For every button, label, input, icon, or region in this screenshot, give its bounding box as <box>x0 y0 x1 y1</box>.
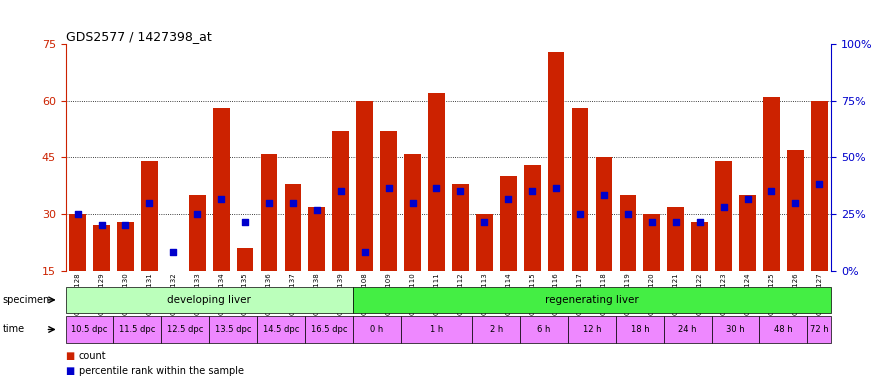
Bar <box>284 184 301 271</box>
Point <box>310 207 324 214</box>
Text: 16.5 dpc: 16.5 dpc <box>311 325 347 334</box>
Bar <box>643 214 660 271</box>
Point <box>333 189 347 195</box>
Bar <box>237 248 254 271</box>
Bar <box>787 150 804 271</box>
Text: developing liver: developing liver <box>167 295 251 305</box>
Bar <box>476 214 493 271</box>
Point <box>550 185 564 191</box>
Point <box>597 192 611 198</box>
Point <box>214 196 228 202</box>
Bar <box>524 165 541 271</box>
Bar <box>811 101 828 271</box>
Point <box>525 189 539 195</box>
Text: 11.5 dpc: 11.5 dpc <box>119 325 156 334</box>
Point <box>358 249 372 255</box>
Text: 6 h: 6 h <box>537 325 551 334</box>
Bar <box>93 225 110 271</box>
Bar <box>356 101 373 271</box>
Point <box>740 196 754 202</box>
Text: 1 h: 1 h <box>430 325 443 334</box>
Bar <box>452 184 469 271</box>
Bar <box>69 214 86 271</box>
Point <box>765 189 779 195</box>
Point <box>94 222 108 228</box>
Text: 30 h: 30 h <box>726 325 745 334</box>
Bar <box>500 176 516 271</box>
Bar <box>428 93 444 271</box>
Point <box>286 200 300 206</box>
Bar <box>715 161 732 271</box>
Text: count: count <box>79 351 107 361</box>
Text: regenerating liver: regenerating liver <box>545 295 639 305</box>
Point <box>621 211 635 217</box>
Point <box>262 200 276 206</box>
Text: percentile rank within the sample: percentile rank within the sample <box>79 366 244 376</box>
Bar <box>189 195 206 271</box>
Text: specimen: specimen <box>3 295 50 305</box>
Point <box>382 185 396 191</box>
Bar <box>668 207 684 271</box>
Point <box>788 200 802 206</box>
Point <box>238 218 252 225</box>
Text: 2 h: 2 h <box>490 325 503 334</box>
Bar <box>404 154 421 271</box>
Bar <box>691 222 708 271</box>
Text: 12.5 dpc: 12.5 dpc <box>167 325 204 334</box>
Text: 18 h: 18 h <box>631 325 649 334</box>
Text: time: time <box>3 324 24 334</box>
Text: 48 h: 48 h <box>774 325 793 334</box>
Point <box>118 222 132 228</box>
Text: 14.5 dpc: 14.5 dpc <box>262 325 299 334</box>
Text: 10.5 dpc: 10.5 dpc <box>72 325 108 334</box>
Text: 0 h: 0 h <box>370 325 383 334</box>
Point <box>166 249 180 255</box>
Bar <box>332 131 349 271</box>
Bar <box>548 52 564 271</box>
Text: ■: ■ <box>66 351 75 361</box>
Point <box>693 218 707 225</box>
Text: 24 h: 24 h <box>678 325 697 334</box>
Bar <box>309 207 326 271</box>
Point <box>573 211 587 217</box>
Point <box>71 211 85 217</box>
Point <box>405 200 419 206</box>
Point <box>430 185 444 191</box>
Point <box>717 204 731 210</box>
Bar <box>763 97 780 271</box>
Bar <box>261 154 277 271</box>
Text: 13.5 dpc: 13.5 dpc <box>215 325 251 334</box>
Bar <box>620 195 636 271</box>
Point <box>143 200 157 206</box>
Text: 72 h: 72 h <box>810 325 829 334</box>
Point <box>501 196 515 202</box>
Point <box>190 211 204 217</box>
Bar <box>571 108 588 271</box>
Bar <box>117 222 134 271</box>
Bar <box>213 108 229 271</box>
Point <box>812 181 826 187</box>
Point <box>478 218 492 225</box>
Bar <box>381 131 397 271</box>
Text: 12 h: 12 h <box>583 325 601 334</box>
Point <box>645 218 659 225</box>
Point <box>668 218 682 225</box>
Point <box>453 189 467 195</box>
Text: ■: ■ <box>66 366 75 376</box>
Bar <box>596 157 612 271</box>
Bar <box>739 195 756 271</box>
Bar <box>141 161 158 271</box>
Text: GDS2577 / 1427398_at: GDS2577 / 1427398_at <box>66 30 212 43</box>
